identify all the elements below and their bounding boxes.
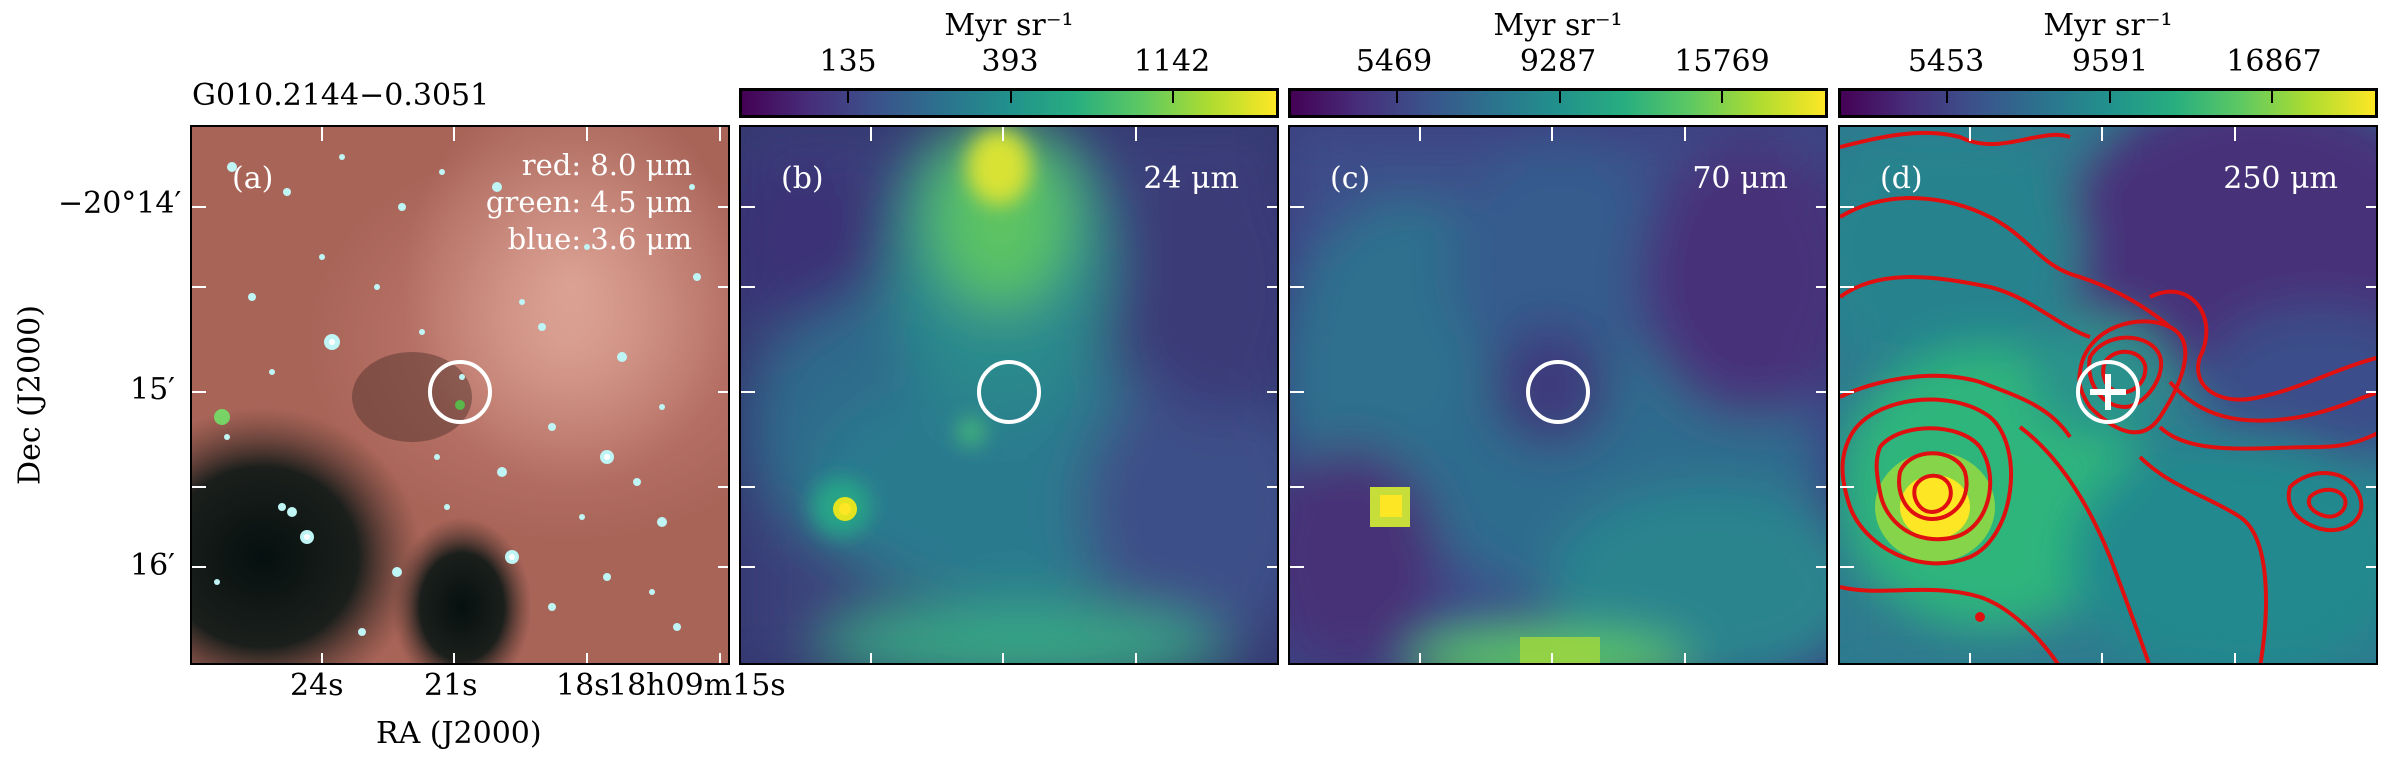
source-name: G010.2144−0.3051 [192,78,490,113]
panel-a: (a) red: 8.0 μm green: 4.5 μm blue: 3.6 … [190,125,730,665]
panel-b-band: 24 μm [1143,161,1239,196]
colorbar-b [739,88,1279,118]
colorbar-d-unit: Myr sr⁻¹ [2043,8,2173,43]
y-tick-label-2: 15′ [130,372,175,407]
colorbar-b-tick-2: 393 [981,44,1039,79]
legend-red: red: 8.0 μm [521,148,692,182]
colorbar-b-tick-3: 1142 [1133,44,1211,79]
y-tick-label-1: −20°14′ [58,186,182,221]
colorbar-d [1838,88,2378,118]
colorbar-c-tick-3: 15769 [1674,44,1770,79]
panel-d-band: 250 μm [2223,161,2338,196]
rgb-legend: red: 8.0 μm green: 4.5 μm blue: 3.6 μm [486,147,692,258]
panel-c-band: 70 μm [1692,161,1788,196]
colorbar-d-tick-3: 16867 [2226,44,2322,79]
panel-b: (b) 24 μm [739,125,1279,665]
colorbar-b-tick-1: 135 [819,44,877,79]
panel-c: (c) 70 μm [1288,125,1828,665]
legend-blue: blue: 3.6 μm [507,222,692,256]
x-tick-label-1: 24s [290,668,344,703]
panel-c-label: (c) [1330,161,1371,196]
colorbar-c-tick-2: 9287 [1519,44,1597,79]
x-tick-label-3: 18s [556,668,610,703]
colorbar-c-tick-1: 5469 [1355,44,1433,79]
legend-green: green: 4.5 μm [485,185,692,219]
panel-d: (d) 250 μm [1838,125,2378,665]
x-tick-label-2: 21s [424,668,478,703]
x-tick-label-4: 18h09m15s [608,668,786,703]
x-axis-label: RA (J2000) [376,716,542,751]
colorbar-b-unit: Myr sr⁻¹ [944,8,1074,43]
panel-b-label: (b) [781,161,824,196]
panel-a-label: (a) [232,161,274,196]
panel-d-label: (d) [1880,161,1923,196]
colorbar-c [1288,88,1828,118]
y-axis-label: Dec (J2000) [12,305,48,485]
y-tick-label-3: 16′ [130,548,175,583]
colorbar-d-tick-1: 5453 [1907,44,1985,79]
colorbar-c-unit: Myr sr⁻¹ [1493,8,1623,43]
colorbar-d-tick-2: 9591 [2071,44,2149,79]
